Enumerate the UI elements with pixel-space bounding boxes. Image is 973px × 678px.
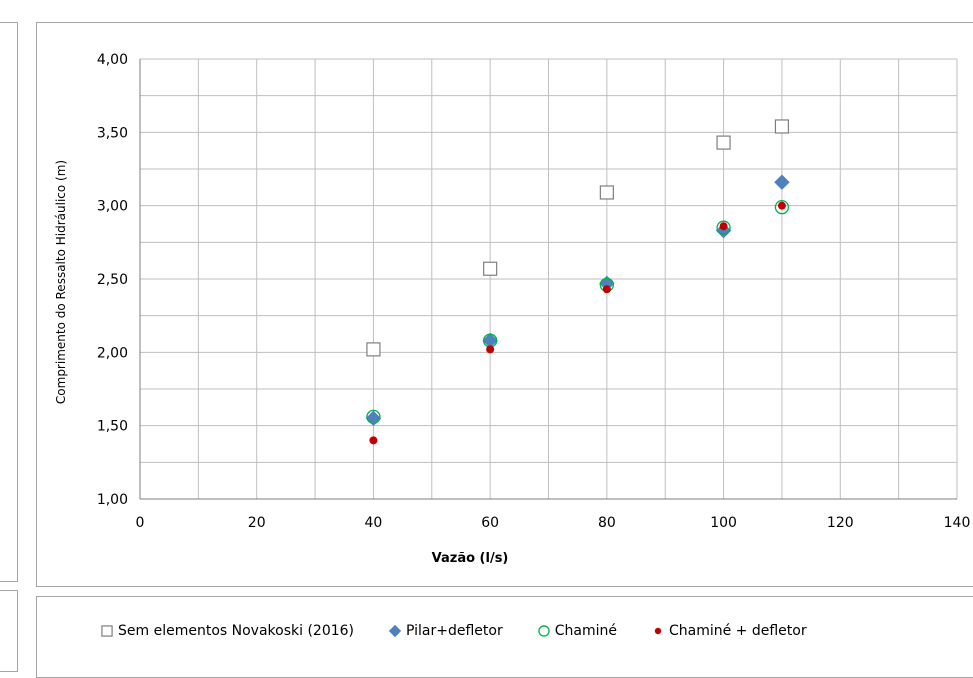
data-point-series-0	[483, 261, 498, 276]
adjacent-chart-frame-top	[0, 22, 18, 582]
legend-item-1: Pilar+defletor	[388, 623, 503, 639]
legend-item-2: Chaminé	[537, 623, 617, 639]
chart-grid	[139, 58, 958, 500]
y-tick-label: 1,50	[97, 419, 128, 435]
legend-label-1: Pilar+defletor	[406, 623, 503, 639]
data-point-series-3	[602, 285, 611, 294]
y-axis-title: Comprimento do Ressalto Hidráulico (m)	[54, 160, 68, 404]
data-point-series-2	[366, 409, 381, 425]
y-tick-labels: 1,00 1,50 2,00 2,50 3,00 3,50 4,00	[97, 52, 128, 508]
data-point-series-0	[599, 185, 614, 200]
x-axis-title: Vazão (l/s)	[432, 551, 509, 566]
legend-marker-shape-1	[388, 624, 402, 638]
legend-marker-shape-0	[101, 625, 113, 637]
x-tick-labels: 0 20 40 60 80 100 120 140	[136, 515, 971, 531]
data-point-series-2	[716, 220, 731, 235]
data-point-series-1	[774, 174, 790, 190]
legend-marker-0	[101, 625, 113, 637]
legend-marker-shape-2	[538, 625, 550, 637]
y-tick-label: 2,00	[97, 345, 128, 361]
y-tick-label: 1,00	[97, 492, 128, 508]
legend-marker-2	[538, 625, 550, 637]
data-point-series-0	[716, 135, 731, 150]
y-tick-label: 2,50	[97, 272, 128, 288]
y-tick-label: 4,00	[97, 52, 128, 68]
chart-legend: Sem elementos Novakoski (2016) Pilar+defl…	[100, 620, 807, 642]
x-tick-label: 80	[598, 515, 616, 531]
legend-label-2: Chaminé	[554, 623, 617, 639]
legend-marker-1	[388, 624, 402, 638]
data-point-series-0	[774, 119, 790, 134]
x-tick-label: 20	[248, 515, 266, 531]
data-points	[365, 119, 790, 445]
data-point-series-0	[366, 342, 381, 357]
x-tick-label: 140	[944, 515, 971, 531]
x-tick-label: 0	[136, 515, 145, 531]
data-point-series-3	[486, 345, 495, 354]
data-point-series-3	[369, 436, 378, 445]
data-point-series-3	[719, 222, 728, 231]
legend-label-0: Sem elementos Novakoski (2016)	[118, 623, 354, 639]
legend-marker-3	[654, 627, 662, 635]
data-point-series-2	[774, 199, 790, 215]
x-tick-label: 100	[710, 515, 737, 531]
scatter-chart: 0 20 40 60 80 100 120 140 1,00 1,50 2,00 2,50 3,00 3…	[54, 52, 971, 566]
y-tick-label: 3,00	[97, 199, 128, 215]
x-tick-label: 60	[481, 515, 499, 531]
legend-item-3: Chaminé + defletor	[651, 623, 807, 639]
data-point-series-3	[777, 201, 786, 210]
x-tick-label: 40	[365, 515, 383, 531]
chart-area-frame	[36, 22, 973, 587]
y-tick-label: 3,50	[97, 125, 128, 141]
legend-item-0: Sem elementos Novakoski (2016)	[100, 623, 354, 639]
x-tick-label: 120	[827, 515, 854, 531]
legend-label-3: Chaminé + defletor	[668, 623, 807, 639]
legend-marker-shape-3	[654, 627, 662, 635]
